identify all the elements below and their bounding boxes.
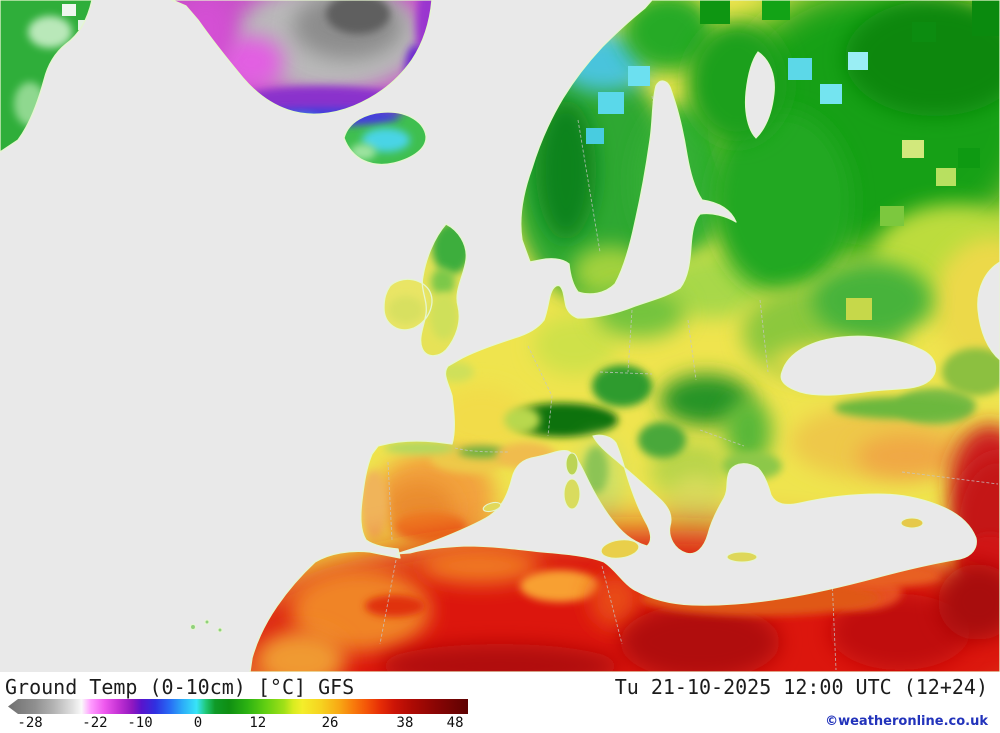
temp-blob <box>590 572 640 628</box>
temp-blob <box>668 474 724 538</box>
country-border <box>599 371 653 375</box>
copyright-link[interactable]: ©weatheronline.co.uk <box>825 714 988 729</box>
temp-blob <box>536 100 596 240</box>
legend-gradient-bar <box>8 699 468 714</box>
grid-patch <box>880 206 904 226</box>
corsica-island <box>565 452 579 476</box>
temperature-legend: -28 -22 -10 0 12 26 38 48 <box>8 699 468 731</box>
country-borders <box>379 95 999 671</box>
temp-blob <box>942 348 1000 396</box>
temp-blob <box>384 442 456 454</box>
temp-blob <box>362 128 410 152</box>
temp-blob <box>28 16 72 48</box>
legend-tick: -22 <box>82 715 108 731</box>
crete-island <box>726 551 758 563</box>
legend-tick: 38 <box>396 715 414 731</box>
temp-blob <box>584 446 608 494</box>
grid-patch <box>788 58 812 80</box>
legend-tick: 26 <box>321 715 339 731</box>
temp-blob <box>504 408 540 432</box>
cyprus-island <box>900 517 924 529</box>
legend-tick: -10 <box>127 715 153 731</box>
temp-blob <box>533 315 617 375</box>
temp-blob <box>290 568 430 652</box>
balearic-island <box>482 501 502 513</box>
temp-blob <box>620 604 780 672</box>
grid-patch <box>598 92 624 114</box>
country-border <box>901 471 999 485</box>
grid-patch <box>62 4 76 16</box>
legend-tick: -28 <box>17 715 43 731</box>
temp-blob <box>254 630 346 672</box>
temp-blob <box>394 512 466 540</box>
country-border <box>831 577 837 671</box>
canary-island <box>217 627 223 633</box>
grid-patch <box>700 0 730 24</box>
temp-blob <box>830 594 970 670</box>
temp-blob <box>430 292 458 340</box>
legend-ticks: -28 -22 -10 0 12 26 38 48 <box>8 715 468 731</box>
map-timestamp: Tu 21-10-2025 12:00 UTC (12+24) <box>614 675 988 699</box>
country-border <box>577 119 601 253</box>
temp-blob <box>388 296 424 324</box>
country-border <box>687 319 697 381</box>
white-sea <box>744 51 775 139</box>
grid-patch <box>902 140 924 158</box>
sardinia-island <box>563 478 581 510</box>
temp-blob <box>592 365 652 407</box>
grid-patch <box>586 128 604 144</box>
country-border <box>527 345 553 437</box>
temp-blob <box>431 268 455 296</box>
black-sea <box>780 335 937 396</box>
mediterranean-sea <box>395 434 977 606</box>
temp-blob <box>622 0 714 72</box>
canary-island <box>189 623 197 631</box>
map-area <box>0 0 1000 672</box>
temp-blob <box>360 470 388 538</box>
country-border <box>379 559 397 645</box>
legend-tick: 48 <box>446 715 464 731</box>
caspian-sea <box>977 261 1000 361</box>
temp-blob <box>520 570 600 602</box>
legend-tick: 0 <box>193 715 203 731</box>
temp-blob <box>724 398 772 466</box>
temp-blob <box>638 422 686 458</box>
country-border <box>454 447 509 453</box>
grid-patch <box>972 0 1000 36</box>
canary-island <box>204 619 210 625</box>
country-border <box>387 461 393 541</box>
grid-patch <box>912 22 936 42</box>
europe-ground-temperature-map <box>0 0 1000 672</box>
temp-blob <box>712 110 852 294</box>
country-border <box>627 309 633 373</box>
temp-blob <box>834 397 970 419</box>
grid-patch <box>846 298 872 320</box>
country-border <box>601 565 623 645</box>
temp-blob <box>856 434 956 478</box>
grid-patch <box>628 66 650 86</box>
grid-patch <box>820 84 842 104</box>
grid-patch <box>958 148 980 168</box>
grid-patch <box>936 168 956 186</box>
temp-blob <box>326 0 390 34</box>
status-bar: Ground Temp (0-10cm) [°C] GFS Tu 21-10-2… <box>0 672 1000 733</box>
gfs-grid-patches <box>62 0 1000 320</box>
grid-patch <box>848 52 868 70</box>
legend-tick: 12 <box>249 715 267 731</box>
inland-seas <box>395 51 1000 606</box>
mediterranean-islands <box>189 452 924 633</box>
sicily-island <box>600 539 640 559</box>
temp-blob <box>938 564 1000 640</box>
map-title: Ground Temp (0-10cm) [°C] GFS <box>5 675 355 699</box>
country-border <box>699 429 745 447</box>
grid-patch <box>762 0 790 20</box>
temp-blob <box>380 644 620 672</box>
temp-blob <box>436 386 528 454</box>
temp-blob <box>365 595 425 617</box>
country-border <box>759 299 769 373</box>
temp-blob <box>420 548 540 584</box>
